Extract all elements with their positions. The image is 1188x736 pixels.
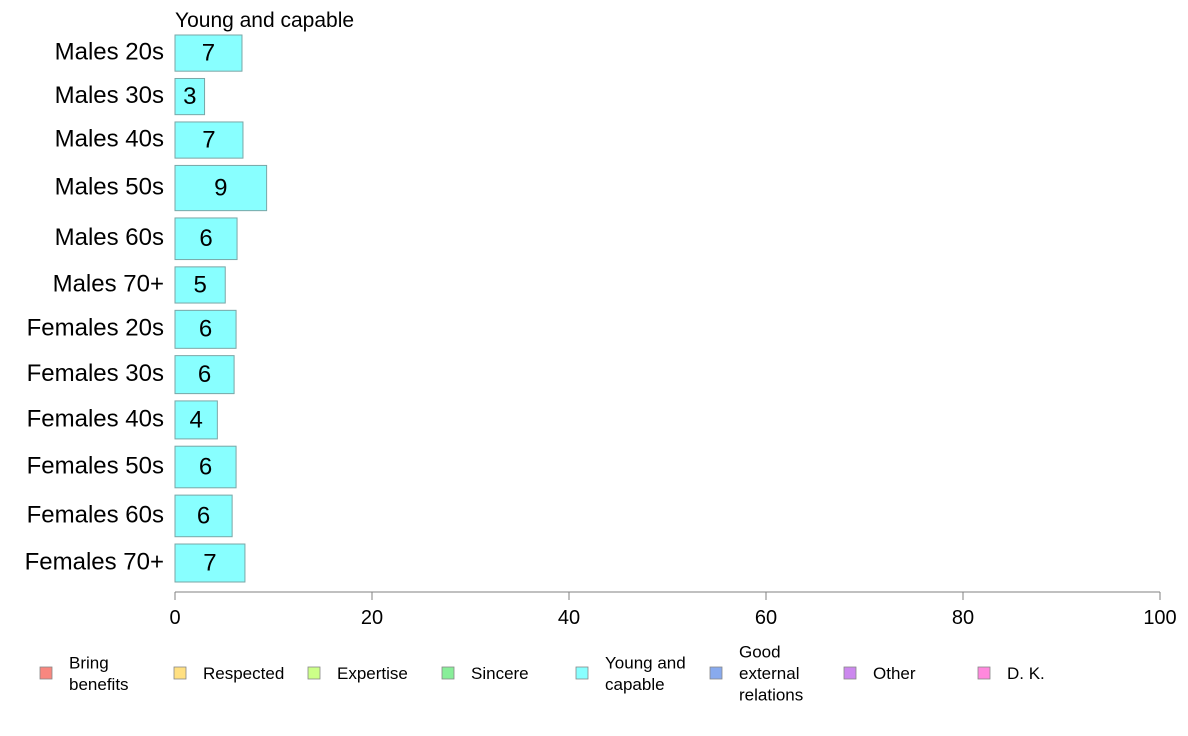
legend-label: D. K. <box>1007 664 1045 683</box>
legend-swatch <box>843 666 857 680</box>
legend-swatch <box>977 666 991 680</box>
legend-label: Bring benefits <box>69 653 129 694</box>
category-label: Females 20s <box>27 315 164 342</box>
bar-value-label: 6 <box>199 316 212 343</box>
x-tick-label: 100 <box>1143 607 1176 629</box>
legend-swatch <box>173 666 187 680</box>
x-tick-label: 80 <box>952 607 974 629</box>
category-label: Females 50s <box>27 452 164 479</box>
legend-item: Good external relations <box>709 643 803 705</box>
bar-value-label: 6 <box>197 502 210 529</box>
category-label: Males 60s <box>55 224 164 251</box>
category-label: Females 60s <box>27 501 164 528</box>
bar <box>174 445 237 489</box>
legend-swatch <box>39 666 53 680</box>
category-label: Males 30s <box>55 82 164 109</box>
bar <box>174 494 233 538</box>
legend-item: Expertise <box>307 664 408 683</box>
legend: Bring benefits Respected Expertise Sincere Yo… <box>39 643 1045 705</box>
chart-title: Young and capable <box>175 9 354 32</box>
bar-value-label: 6 <box>199 453 212 480</box>
bar-value-label: 6 <box>199 225 212 252</box>
legend-swatch <box>575 666 589 680</box>
x-tick-label: 60 <box>755 607 777 629</box>
category-label: Females 70+ <box>25 548 164 575</box>
legend-item: Bring benefits <box>39 653 129 694</box>
legend-item: D. K. <box>977 664 1045 683</box>
category-label: Males 50s <box>55 173 164 200</box>
x-tick-label: 40 <box>558 607 580 629</box>
legend-label: Young and capable <box>605 653 686 694</box>
bar-value-label: 5 <box>193 271 206 298</box>
bar <box>174 217 238 261</box>
legend-swatch <box>307 666 321 680</box>
category-label: Males 40s <box>55 125 164 152</box>
bar <box>174 77 206 116</box>
bar <box>174 309 237 349</box>
bar-value-label: 4 <box>190 406 203 433</box>
legend-label: Sincere <box>471 664 529 683</box>
category-label: Males 70+ <box>53 270 164 297</box>
bar-value-label: 7 <box>203 549 216 576</box>
legend-swatch <box>709 666 723 680</box>
x-axis: 0 20 40 60 80 100 <box>169 591 1177 629</box>
bar-value-label: 6 <box>198 361 211 388</box>
legend-item: Other <box>843 664 916 683</box>
legend-item: Respected <box>173 664 284 683</box>
x-tick-label: 20 <box>361 607 383 629</box>
bar <box>174 355 235 395</box>
legend-label: Respected <box>203 664 284 683</box>
legend-item: Sincere <box>441 664 529 683</box>
bar-value-label: 7 <box>202 39 215 66</box>
legend-label: Expertise <box>337 664 408 683</box>
bar <box>174 121 244 159</box>
bar <box>174 400 218 440</box>
bar <box>174 543 246 583</box>
bar <box>174 266 226 304</box>
bar <box>174 34 243 72</box>
bar-value-label: 9 <box>214 174 227 201</box>
x-tick-label: 0 <box>169 607 180 629</box>
category-label: Females 40s <box>27 405 164 432</box>
category-label: Males 20s <box>55 38 164 65</box>
bar <box>174 164 268 212</box>
bar-value-label: 3 <box>183 83 196 110</box>
legend-item: Young and capable <box>575 653 686 694</box>
bars-group: Males 20s 7 Males 30s 3 Males 40s 7 Males 50s 9… <box>25 34 268 583</box>
bar-value-label: 7 <box>202 126 215 153</box>
legend-label: Good external relations <box>739 643 803 705</box>
category-label: Females 30s <box>27 360 164 387</box>
legend-label: Other <box>873 664 916 683</box>
legend-swatch <box>441 666 455 680</box>
